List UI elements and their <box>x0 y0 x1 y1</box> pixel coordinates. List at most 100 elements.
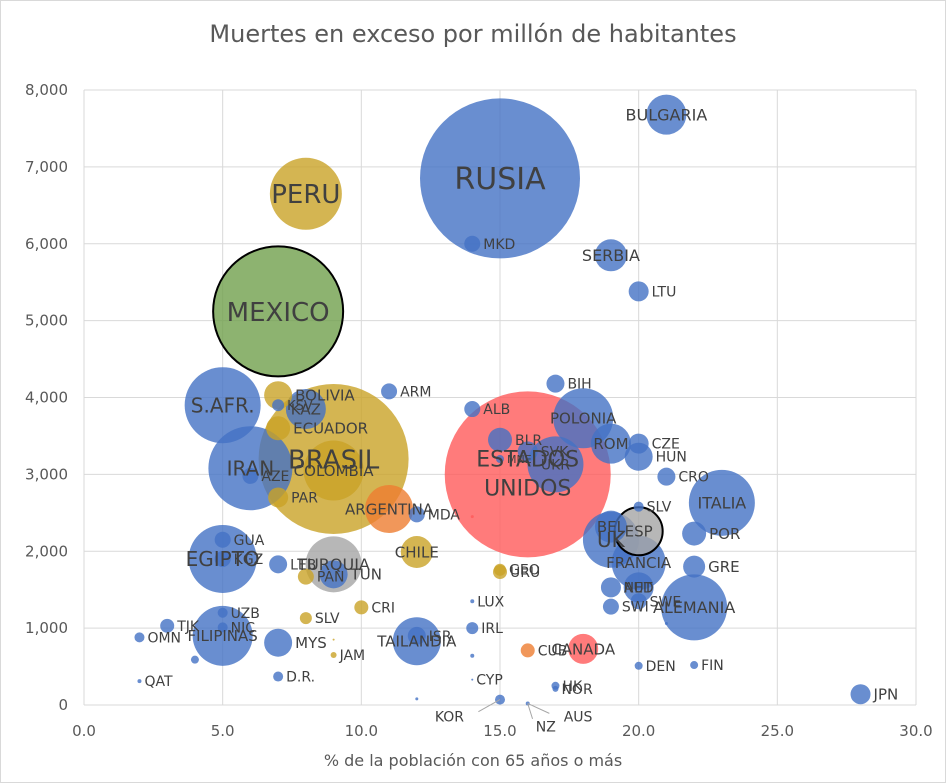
data-label: ALEMANIA <box>653 598 735 617</box>
data-label: QAT <box>144 674 173 690</box>
data-label: POR <box>709 525 740 543</box>
data-label: D.R. <box>286 670 315 686</box>
bubble <box>633 501 644 512</box>
bubble <box>269 555 288 574</box>
data-label: TUN <box>350 566 382 584</box>
bubble <box>266 416 291 441</box>
bubble <box>527 436 584 493</box>
data-label: UZB <box>231 606 260 622</box>
bubble <box>303 440 364 501</box>
x-tick-label: 0.0 <box>72 722 96 740</box>
data-label: KAZ <box>291 400 321 418</box>
data-label: BRASIL <box>288 445 380 475</box>
data-label: SLV <box>315 611 340 627</box>
bubble <box>299 612 312 625</box>
x-tick-label: 25.0 <box>761 722 794 740</box>
data-label: TJK <box>176 619 200 635</box>
bubble <box>264 628 293 657</box>
data-label: JPN <box>873 686 899 704</box>
callout-label: KOR <box>435 710 464 726</box>
data-label: FIN <box>701 658 724 674</box>
bubble <box>623 572 654 603</box>
data-label: EGIPTO <box>186 547 260 571</box>
data-label: POLONIA <box>550 410 617 428</box>
data-label: BEL <box>597 518 626 536</box>
bubble <box>646 94 687 135</box>
data-label: CZE <box>652 437 680 453</box>
bubble <box>628 433 649 454</box>
data-label: ECUADOR <box>293 420 368 438</box>
bubble <box>217 622 228 633</box>
bubble <box>297 568 314 585</box>
data-label: COLOMBIA <box>294 462 375 480</box>
bubble <box>690 661 699 670</box>
bubble <box>520 643 535 658</box>
bubble <box>464 235 481 252</box>
data-label: PAN <box>317 570 345 586</box>
bubble <box>420 98 580 259</box>
x-tick-label: 20.0 <box>622 722 655 740</box>
bubble <box>552 685 559 692</box>
bubble <box>466 622 479 635</box>
bubble <box>400 536 433 569</box>
data-label: AZE <box>261 469 289 485</box>
data-label: MDA <box>428 507 461 523</box>
data-label: CYP <box>476 673 503 689</box>
bubble <box>470 515 474 519</box>
callout-leader <box>527 703 550 714</box>
bubble <box>470 653 475 658</box>
data-label: CANADA <box>551 640 616 658</box>
data-label: KGZ <box>234 552 264 568</box>
data-label: TAILANDIA <box>376 633 457 651</box>
x-tick-label: 5.0 <box>211 722 235 740</box>
chart-title: Muertes en exceso por millón de habitant… <box>209 20 737 48</box>
data-label: ARM <box>400 384 431 400</box>
bubble <box>630 593 647 610</box>
bubble <box>217 607 228 618</box>
data-label: UKR <box>541 457 570 473</box>
data-label: NOR <box>561 682 592 698</box>
data-label: ISR <box>429 629 452 645</box>
bubble <box>214 531 231 548</box>
bubble <box>594 239 627 272</box>
bubble <box>657 467 676 486</box>
data-label: IRAN <box>227 456 275 480</box>
data-label: PERU <box>271 180 340 210</box>
data-label: LUX <box>477 594 504 610</box>
bubble <box>408 506 425 523</box>
bubble <box>319 560 348 589</box>
data-label: CRO <box>678 470 709 486</box>
y-tick-label: 7,000 <box>25 158 68 176</box>
data-label: BULGARIA <box>626 105 708 124</box>
data-label: NIC <box>231 620 256 636</box>
bubble <box>269 157 342 230</box>
data-label: CUB <box>538 643 568 659</box>
bubble <box>688 469 755 536</box>
data-label: HUN <box>656 450 687 466</box>
bubble <box>600 577 621 598</box>
bubble <box>664 622 668 626</box>
bubble <box>365 484 414 533</box>
bubble <box>546 374 565 393</box>
bubble <box>682 521 707 546</box>
bubble <box>381 383 398 400</box>
data-label: HK <box>562 679 583 695</box>
data-label: ESTADOS UNIDOS <box>476 448 579 502</box>
data-label: SLV <box>647 500 672 516</box>
bubble <box>214 550 231 567</box>
bubble <box>332 638 335 641</box>
bubble <box>517 441 538 462</box>
x-tick-label: 15.0 <box>483 722 516 740</box>
data-label: NED <box>624 580 654 596</box>
bubble <box>134 632 145 643</box>
bubble <box>264 381 293 410</box>
bubble <box>494 563 506 576</box>
bubble <box>242 467 259 484</box>
bubble <box>272 399 285 412</box>
bubble <box>568 633 599 664</box>
data-label: SERBIA <box>582 246 640 265</box>
data-label: URU <box>510 565 540 581</box>
bubble <box>184 367 261 444</box>
bubble <box>137 679 142 684</box>
data-label: IRL <box>481 621 503 637</box>
